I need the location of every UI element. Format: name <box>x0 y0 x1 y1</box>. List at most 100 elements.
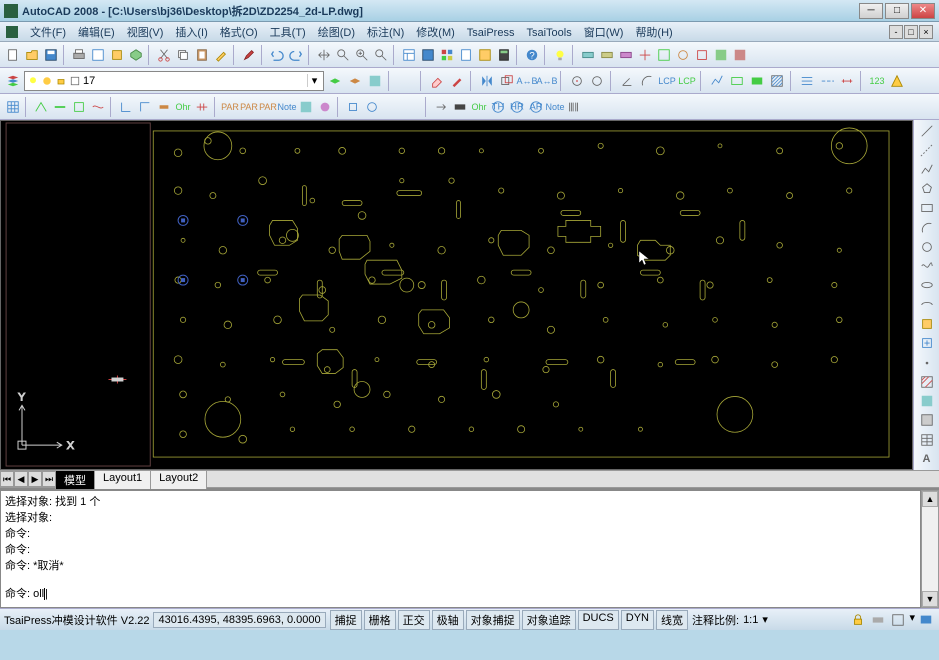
layer-iso-icon[interactable] <box>366 72 384 90</box>
zoom-realtime-icon[interactable] <box>334 46 352 64</box>
ts11-icon[interactable] <box>344 98 362 116</box>
dim-edit-icon[interactable] <box>838 72 856 90</box>
menu-D[interactable]: 绘图(D) <box>312 25 361 41</box>
3dprint-icon[interactable] <box>127 46 145 64</box>
ellipse-tool-icon[interactable] <box>917 276 937 294</box>
offset-icon[interactable] <box>498 72 516 90</box>
ts6-icon[interactable] <box>136 98 154 116</box>
tab-Layout1[interactable]: Layout1 <box>94 470 151 489</box>
anno-scale[interactable]: 1:1 <box>743 614 758 626</box>
lcp-icon[interactable]: LCP <box>658 72 676 90</box>
menu-V[interactable]: 视图(V) <box>121 25 170 41</box>
brush-icon[interactable] <box>240 46 258 64</box>
tp2-icon[interactable] <box>598 46 616 64</box>
ohr2-icon[interactable]: Ohr <box>470 98 488 116</box>
rect-tool-icon[interactable] <box>917 199 937 217</box>
note-icon[interactable]: Note <box>278 98 296 116</box>
sheet-set-icon[interactable] <box>457 46 475 64</box>
ts12-icon[interactable] <box>363 98 381 116</box>
ts9-icon[interactable] <box>297 98 315 116</box>
maximize-button[interactable]: □ <box>885 3 909 19</box>
tp7-icon[interactable] <box>693 46 711 64</box>
ts4-icon[interactable] <box>89 98 107 116</box>
new-icon[interactable] <box>4 46 22 64</box>
mirror-icon[interactable] <box>478 72 496 90</box>
tp9-icon[interactable] <box>731 46 749 64</box>
status-toggle-捕捉[interactable]: 捕捉 <box>330 610 362 630</box>
mdi-close[interactable]: × <box>919 25 933 39</box>
rect2-icon[interactable] <box>748 72 766 90</box>
erase-icon[interactable] <box>428 72 446 90</box>
properties-icon[interactable] <box>400 46 418 64</box>
par1-icon[interactable]: PAR <box>221 98 239 116</box>
menu-E[interactable]: 编辑(E) <box>72 25 121 41</box>
drawing-canvas[interactable]: XY <box>0 120 913 470</box>
markup-icon[interactable] <box>476 46 494 64</box>
hr-icon[interactable]: HR <box>508 98 526 116</box>
status-toggle-正交[interactable]: 正交 <box>398 610 430 630</box>
par3-icon[interactable]: PAR <box>259 98 277 116</box>
pline-tool-icon[interactable] <box>917 161 937 179</box>
warning-icon[interactable] <box>888 72 906 90</box>
point-tool-icon[interactable] <box>917 353 937 371</box>
calc-icon[interactable] <box>495 46 513 64</box>
ellipse-arc-icon[interactable] <box>917 296 937 314</box>
line-tool-icon[interactable] <box>917 122 937 140</box>
help-icon[interactable]: ? <box>523 46 541 64</box>
ar-icon[interactable]: AR <box>527 98 545 116</box>
mdi-restore[interactable]: □ <box>904 25 918 39</box>
layer-prev-icon[interactable] <box>326 72 344 90</box>
ohr-icon[interactable]: Ohr <box>174 98 192 116</box>
clean-screen-icon[interactable] <box>917 611 935 629</box>
close-button[interactable]: ✕ <box>911 3 935 19</box>
pline-icon[interactable] <box>708 72 726 90</box>
dim-linear-icon[interactable]: A↔B <box>518 72 536 90</box>
minimize-button[interactable]: ─ <box>859 3 883 19</box>
paste-icon[interactable] <box>193 46 211 64</box>
menu-TsaiPress[interactable]: TsaiPress <box>461 25 521 41</box>
menu-T[interactable]: 工具(T) <box>264 25 312 41</box>
hatch-icon[interactable] <box>768 72 786 90</box>
rect-icon[interactable] <box>728 72 746 90</box>
undo-icon[interactable] <box>268 46 286 64</box>
circle-2p-icon[interactable] <box>588 72 606 90</box>
grid-icon[interactable] <box>4 98 22 116</box>
table-tool-icon[interactable] <box>917 431 937 449</box>
tab-last-icon[interactable]: ⏭ <box>42 471 56 487</box>
scroll-down-icon[interactable]: ▼ <box>922 591 938 607</box>
scroll-up-icon[interactable]: ▲ <box>922 491 938 507</box>
chevron-down-icon[interactable]: ▾ <box>909 611 915 629</box>
cut-icon[interactable] <box>155 46 173 64</box>
note2-icon[interactable]: Note <box>546 98 564 116</box>
dim-aligned-icon[interactable]: A↔B <box>538 72 556 90</box>
tab-prev-icon[interactable]: ◀ <box>14 471 28 487</box>
copy-icon[interactable] <box>174 46 192 64</box>
angle-icon[interactable] <box>618 72 636 90</box>
status-toggle-对象追踪[interactable]: 对象追踪 <box>522 610 576 630</box>
ts7-icon[interactable] <box>155 98 173 116</box>
xline-tool-icon[interactable] <box>917 141 937 159</box>
ts3-icon[interactable] <box>70 98 88 116</box>
gradient-tool-icon[interactable] <box>917 392 937 410</box>
menu-H[interactable]: 帮助(H) <box>629 25 678 41</box>
tp1-icon[interactable] <box>579 46 597 64</box>
status-tool1-icon[interactable] <box>869 611 887 629</box>
region-tool-icon[interactable] <box>917 411 937 429</box>
chevron-down-icon[interactable]: ▾ <box>762 613 768 626</box>
th-icon[interactable]: TH <box>489 98 507 116</box>
tp5-icon[interactable] <box>655 46 673 64</box>
menu-I[interactable]: 插入(I) <box>169 25 213 41</box>
pan-icon[interactable] <box>315 46 333 64</box>
menu-F[interactable]: 文件(F) <box>24 25 72 41</box>
tp8-icon[interactable] <box>712 46 730 64</box>
print-icon[interactable] <box>70 46 88 64</box>
text-tool-icon[interactable]: A <box>917 450 937 468</box>
lcp2-icon[interactable]: LCP <box>678 72 696 90</box>
dim-cont-icon[interactable] <box>818 72 836 90</box>
open-icon[interactable] <box>23 46 41 64</box>
mdi-minimize[interactable]: - <box>889 25 903 39</box>
insert-block-icon[interactable] <box>917 315 937 333</box>
polygon-tool-icon[interactable] <box>917 180 937 198</box>
lock-icon[interactable] <box>849 611 867 629</box>
menu-W[interactable]: 窗口(W) <box>578 25 630 41</box>
